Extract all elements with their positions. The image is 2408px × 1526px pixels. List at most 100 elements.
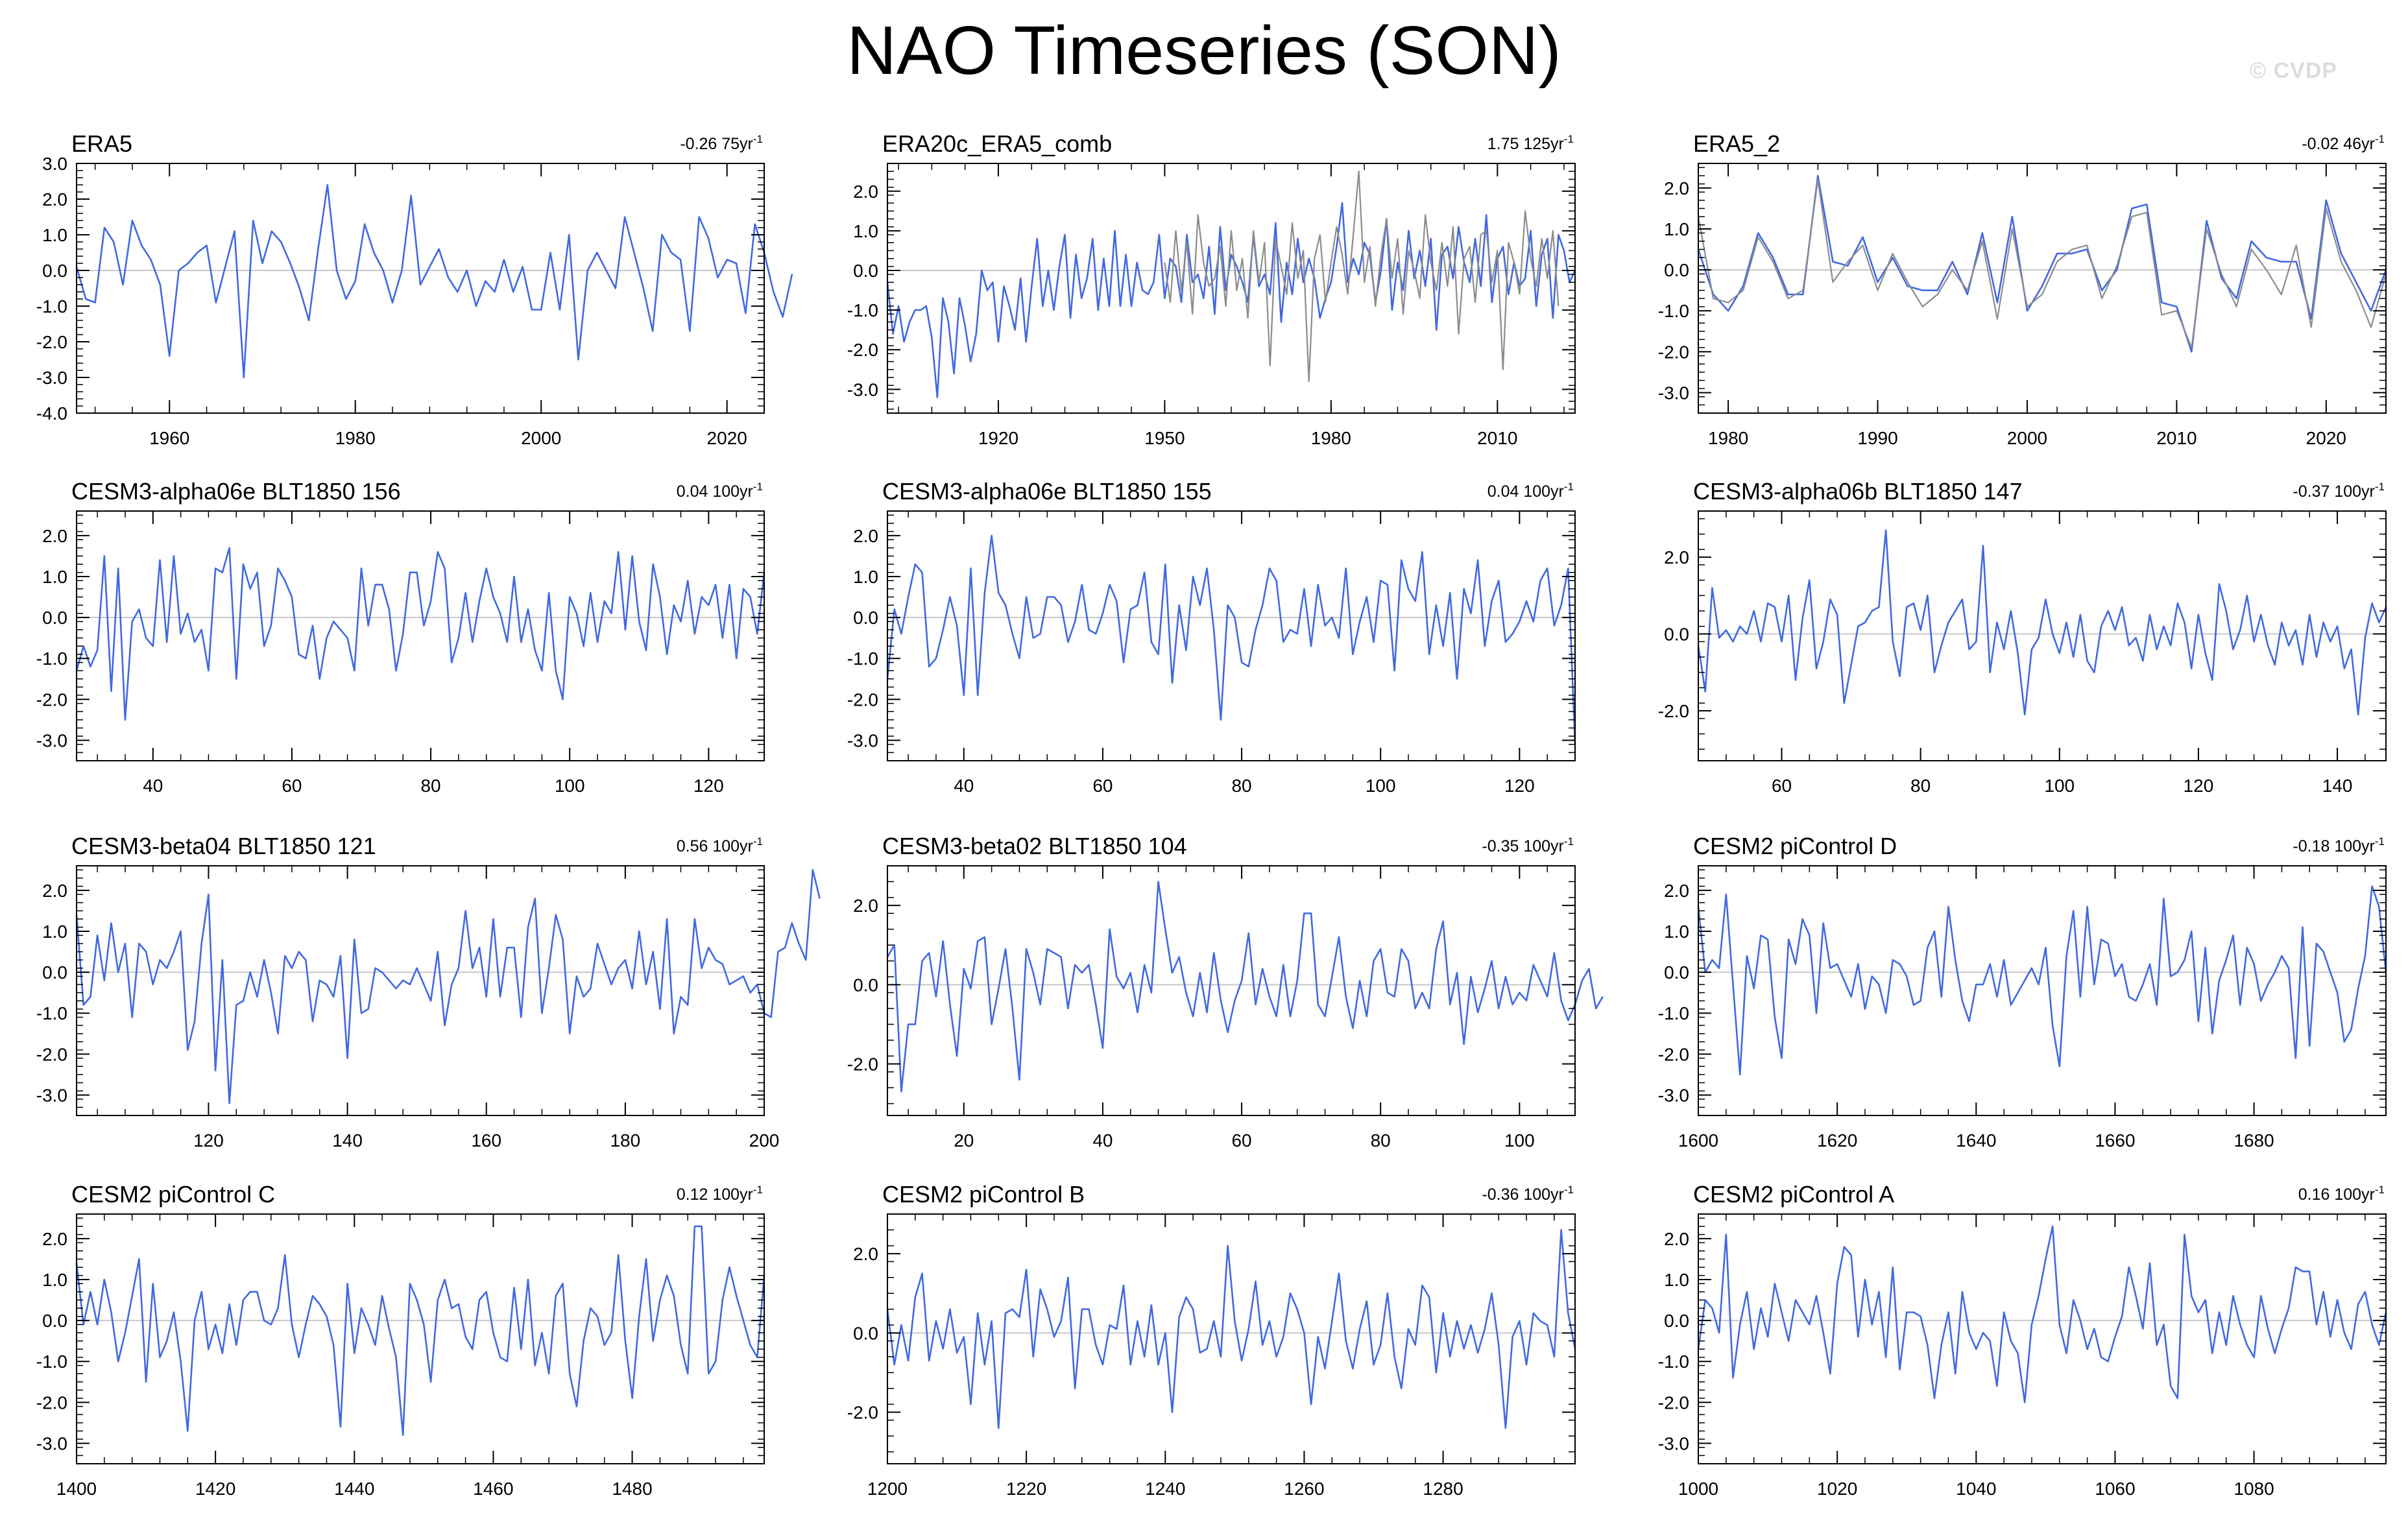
x-tick-label: 80	[1910, 776, 1931, 796]
plot-frame	[1698, 510, 2387, 761]
overlay-series-line	[1164, 171, 1559, 383]
y-tick-label: -2.0	[36, 332, 67, 352]
trend-unit-exponent: -1	[1564, 481, 1574, 493]
y-tick-label: -1.0	[1658, 1003, 1689, 1023]
trend-unit-exponent: -1	[1564, 835, 1574, 848]
y-tick-label: -1.0	[847, 300, 878, 320]
trend-unit-exponent: -1	[753, 133, 763, 145]
plot-frame	[76, 1213, 765, 1464]
y-tick-label: 1.0	[1664, 219, 1689, 239]
panel-title: CESM3-alpha06e BLT1850 155	[882, 478, 1212, 505]
x-tick-label: 140	[332, 1130, 363, 1150]
trend-label: 0.56 100yr-1	[677, 835, 763, 855]
trend-label: 0.04 100yr-1	[677, 481, 763, 501]
x-tick-label: 40	[954, 776, 974, 796]
x-tick-label: 40	[1092, 1130, 1113, 1150]
series-line	[886, 534, 1576, 745]
x-tick-label: 1440	[334, 1479, 374, 1499]
chart-panel: CESM3-alpha06e BLT1850 156 0.04 100yr-1 -3…	[36, 478, 765, 796]
x-tick-label: 60	[1231, 1130, 1251, 1150]
series-line	[75, 1225, 765, 1437]
y-tick-label: -2.0	[1658, 701, 1689, 721]
x-tick-label: 1480	[612, 1479, 652, 1499]
y-tick-label: 1.0	[42, 567, 67, 587]
x-tick-label: 180	[610, 1130, 640, 1150]
y-tick-label: 1.0	[42, 922, 67, 942]
series-line	[886, 881, 1604, 1093]
x-tick-label: 1990	[1857, 428, 1897, 448]
y-tick-label: -3.0	[36, 1085, 67, 1105]
y-tick-label: -1.0	[36, 649, 67, 669]
plot-frame	[1698, 1213, 2387, 1464]
chart-panel: ERA20c_ERA5_comb 1.75 125yr-1 -3.0 -2.0 -1.0…	[847, 130, 1576, 448]
x-tick-label: 1200	[867, 1479, 908, 1499]
trend-unit-exponent: -1	[2375, 133, 2385, 145]
x-tick-label: 1240	[1145, 1479, 1185, 1499]
y-tick-label: 1.0	[42, 1270, 67, 1290]
x-tick-label: 40	[143, 776, 163, 796]
y-tick-label: 0.0	[42, 261, 67, 281]
plot-frame	[887, 510, 1576, 761]
x-tick-label: 2020	[2306, 428, 2346, 448]
trend-label: -0.37 100yr-1	[2293, 481, 2385, 501]
y-tick-label: 0.0	[853, 261, 878, 281]
x-tick-label: 1260	[1284, 1479, 1324, 1499]
y-tick-label: -1.0	[36, 1003, 67, 1023]
x-tick-label: 80	[1371, 1130, 1391, 1150]
y-tick-label: -1.0	[1658, 1352, 1689, 1372]
y-tick-label: 2.0	[853, 1244, 878, 1264]
chart-panel: CESM2 piControl A 0.16 100yr-1 -3.0 -2.0 -1.…	[1658, 1181, 2387, 1499]
y-tick-label: 2.0	[1664, 881, 1689, 901]
panel-title: ERA5	[71, 130, 132, 157]
trend-unit-exponent: -1	[753, 481, 763, 493]
trend-label: -0.35 100yr-1	[1482, 835, 1574, 855]
series-line	[886, 1229, 1576, 1429]
y-tick-label: 2.0	[42, 1229, 67, 1249]
x-tick-label: 120	[193, 1130, 224, 1150]
x-tick-label: 160	[471, 1130, 501, 1150]
y-tick-label: 0.0	[42, 1311, 67, 1331]
trend-unit-exponent: -1	[753, 835, 763, 848]
x-tick-label: 1080	[2233, 1479, 2274, 1499]
y-tick-label: 1.0	[1664, 1270, 1689, 1290]
x-tick-label: 80	[1231, 776, 1251, 796]
x-tick-label: 1950	[1144, 428, 1185, 448]
page-title: NAO Timeseries (SON)	[847, 12, 1561, 89]
y-tick-label: -2.0	[36, 689, 67, 709]
y-tick-label: 2.0	[42, 881, 67, 901]
x-tick-label: 1600	[1678, 1130, 1718, 1150]
x-tick-label: 60	[1092, 776, 1113, 796]
x-tick-label: 60	[1772, 776, 1792, 796]
panel-title: ERA5_2	[1693, 130, 1780, 157]
panel-title: CESM3-beta04 BLT1850 121	[71, 833, 376, 859]
plot-frame	[1698, 865, 2387, 1116]
y-tick-label: -2.0	[1658, 1392, 1689, 1413]
x-tick-label: 1620	[1817, 1130, 1857, 1150]
series-line	[1697, 529, 2387, 716]
x-tick-label: 100	[1366, 776, 1396, 796]
x-tick-label: 2000	[521, 428, 561, 448]
series-line	[75, 869, 821, 1104]
x-tick-label: 1980	[335, 428, 376, 448]
y-tick-label: 0.0	[42, 608, 67, 628]
chart-panel: CESM3-beta04 BLT1850 121 0.56 100yr-1 -3.0…	[36, 833, 821, 1150]
overlay-series-line	[1697, 179, 2387, 349]
chart-panel: ERA5_2 -0.02 46yr-1 -3.0 -2.0 -1.0 0.0 1.0 2.0 1…	[1658, 130, 2387, 448]
y-tick-label: 2.0	[42, 526, 67, 546]
series-line	[75, 184, 793, 379]
series-line	[1697, 174, 2387, 353]
y-tick-label: 0.0	[1664, 625, 1689, 645]
y-tick-label: -3.0	[1658, 1433, 1689, 1453]
y-tick-label: -3.0	[36, 1433, 67, 1453]
series-line	[75, 547, 765, 721]
trend-label: -0.26 75yr-1	[680, 133, 763, 153]
y-tick-label: -3.0	[36, 368, 67, 388]
x-tick-label: 2010	[1477, 428, 1517, 448]
trend-unit-exponent: -1	[1564, 133, 1574, 145]
y-tick-label: 1.0	[853, 567, 878, 587]
x-tick-label: 120	[1504, 776, 1535, 796]
panel-title: CESM2 piControl A	[1693, 1181, 1894, 1208]
x-tick-label: 1680	[2233, 1130, 2274, 1150]
y-tick-label: 0.0	[1664, 1311, 1689, 1331]
y-tick-label: 0.0	[1664, 260, 1689, 280]
